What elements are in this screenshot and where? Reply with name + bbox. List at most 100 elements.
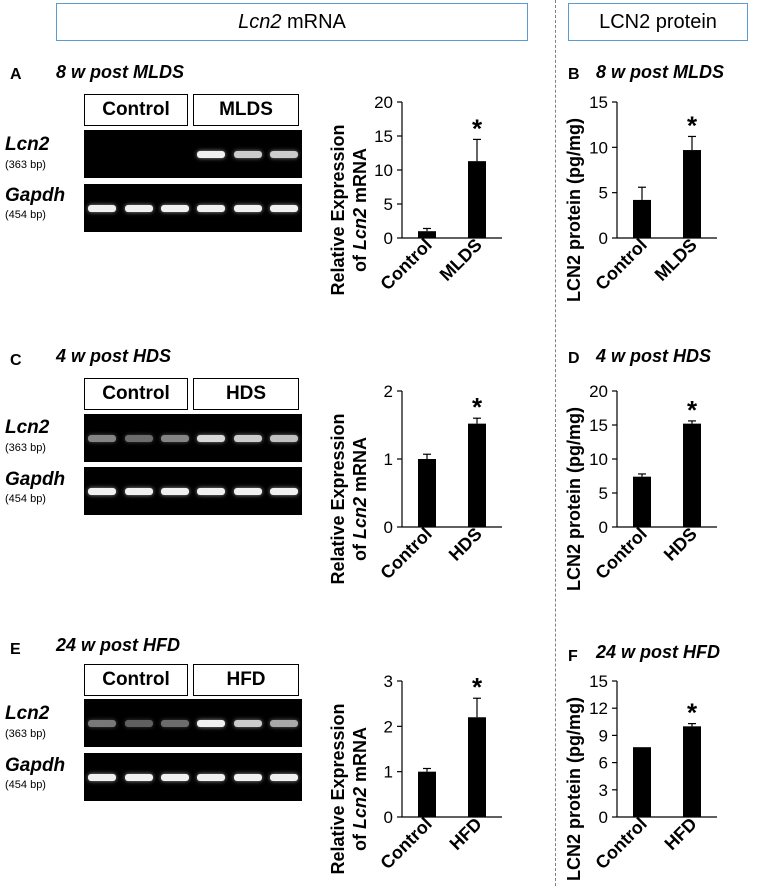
y-tick-label: 0 bbox=[384, 229, 393, 248]
gel-band bbox=[233, 774, 262, 781]
gel-band bbox=[233, 720, 262, 727]
panel-f-title: 24 w post HFD bbox=[596, 642, 721, 662]
y-tick-label: 0 bbox=[599, 518, 608, 537]
gel-band bbox=[197, 774, 226, 781]
gel-band bbox=[269, 720, 298, 727]
gel-band bbox=[233, 151, 262, 158]
gel-a-control-label: Control bbox=[84, 94, 188, 126]
x-tick-label-hfd: HFD bbox=[446, 814, 486, 854]
y-tick-label: 0 bbox=[599, 229, 608, 248]
panel-c-title: 4 w post HDS bbox=[56, 346, 172, 366]
gel-e-gene2-label: Gapdh bbox=[5, 755, 66, 776]
panel-letter-d: D bbox=[568, 350, 580, 367]
panel-letter-b: B bbox=[568, 66, 580, 83]
panel-letter-c: C bbox=[10, 352, 22, 369]
significance-asterisk: * bbox=[687, 698, 698, 728]
gel-band bbox=[160, 774, 189, 781]
y-axis-label-line2: of Lcn2 mRNA bbox=[350, 727, 370, 851]
bar-control bbox=[633, 199, 651, 238]
gel-band bbox=[88, 720, 117, 727]
gel-band bbox=[160, 720, 189, 727]
y-tick-label: 2 bbox=[384, 382, 393, 401]
x-tick-label-hds: HDS bbox=[660, 524, 701, 565]
y-axis-label-line2: of Lcn2 mRNA bbox=[350, 148, 370, 272]
gel-a-gapdh bbox=[84, 184, 302, 232]
bar-control bbox=[633, 747, 651, 817]
gel-e-gene1-label: Lcn2 bbox=[5, 703, 50, 724]
y-tick-label: 10 bbox=[589, 450, 608, 469]
gel-a-lcn2 bbox=[84, 130, 302, 178]
gel-e-gapdh bbox=[84, 753, 302, 801]
gel-a-gene1-label: Lcn2 bbox=[5, 134, 50, 155]
gel-band bbox=[124, 774, 153, 781]
y-tick-label: 5 bbox=[599, 484, 608, 503]
y-tick-label: 0 bbox=[384, 808, 393, 827]
section-divider bbox=[555, 0, 556, 886]
y-tick-label: 0 bbox=[599, 808, 608, 827]
gel-band bbox=[160, 435, 189, 442]
x-tick-label-mlds: MLDS bbox=[436, 235, 486, 285]
bar-hfd bbox=[468, 717, 486, 817]
gel-c-gapdh bbox=[84, 467, 302, 515]
y-tick-label: 20 bbox=[589, 382, 608, 401]
gel-e-treatment-label: HFD bbox=[193, 664, 299, 696]
bar-hfd bbox=[683, 726, 701, 817]
gel-c-treatment-label: HDS bbox=[193, 378, 299, 410]
y-axis-label-line1: Relative Expression bbox=[328, 124, 348, 295]
y-tick-label: 15 bbox=[589, 416, 608, 435]
protein-section-header: LCN2 protein bbox=[568, 3, 748, 41]
mrna-section-header: Lcn2 mRNA bbox=[56, 3, 528, 41]
gel-c-gene1-label: Lcn2 bbox=[5, 417, 50, 438]
gel-c-gene1-bp: (363 bp) bbox=[5, 442, 46, 454]
significance-asterisk: * bbox=[687, 395, 698, 425]
gel-band bbox=[269, 488, 298, 495]
gel-a-gene2-label: Gapdh bbox=[5, 185, 66, 206]
gel-e-gene1-bp: (363 bp) bbox=[5, 728, 46, 740]
y-tick-label: 3 bbox=[599, 781, 608, 800]
gel-band bbox=[269, 435, 298, 442]
gel-a-treatment-label: MLDS bbox=[193, 94, 299, 126]
y-axis-label: LCN2 protein (pg/mg) bbox=[564, 697, 584, 881]
y-tick-label: 15 bbox=[589, 672, 608, 691]
gel-band bbox=[124, 435, 153, 442]
y-axis-label: LCN2 protein (pg/mg) bbox=[564, 407, 584, 591]
x-tick-label-hds: HDS bbox=[445, 524, 486, 565]
gel-band bbox=[88, 488, 117, 495]
y-tick-label: 10 bbox=[589, 138, 608, 157]
y-tick-label: 9 bbox=[599, 726, 608, 745]
gel-band bbox=[88, 205, 117, 212]
y-axis-label-line1: Relative Expression bbox=[328, 703, 348, 874]
gel-c-gene2-bp: (454 bp) bbox=[5, 493, 46, 505]
y-tick-label: 5 bbox=[599, 184, 608, 203]
gel-band bbox=[124, 720, 153, 727]
gel-band bbox=[88, 435, 117, 442]
x-tick-label-hfd: HFD bbox=[661, 814, 701, 854]
gel-c-lcn2 bbox=[84, 414, 302, 462]
bar-control bbox=[633, 476, 651, 527]
bar-control bbox=[418, 771, 436, 817]
bar-mlds bbox=[468, 161, 486, 238]
y-axis-label-line2: of Lcn2 mRNA bbox=[350, 437, 370, 561]
y-tick-label: 0 bbox=[384, 518, 393, 537]
protein-header-label: LCN2 protein bbox=[599, 10, 717, 33]
panel-letter-f: F bbox=[568, 648, 578, 665]
gel-band bbox=[233, 435, 262, 442]
gel-a-gene1-bp: (363 bp) bbox=[5, 159, 46, 171]
gel-band bbox=[233, 205, 262, 212]
y-axis-label: LCN2 protein (pg/mg) bbox=[564, 118, 584, 302]
y-tick-label: 1 bbox=[384, 450, 393, 469]
gel-band bbox=[233, 488, 262, 495]
y-tick-label: 2 bbox=[384, 717, 393, 736]
bar-mlds bbox=[683, 150, 701, 238]
bar-control bbox=[418, 459, 436, 527]
y-tick-label: 15 bbox=[374, 127, 393, 146]
gel-e-control-label: Control bbox=[84, 664, 188, 696]
gel-band bbox=[160, 205, 189, 212]
significance-asterisk: * bbox=[472, 113, 483, 143]
gel-band bbox=[197, 720, 226, 727]
